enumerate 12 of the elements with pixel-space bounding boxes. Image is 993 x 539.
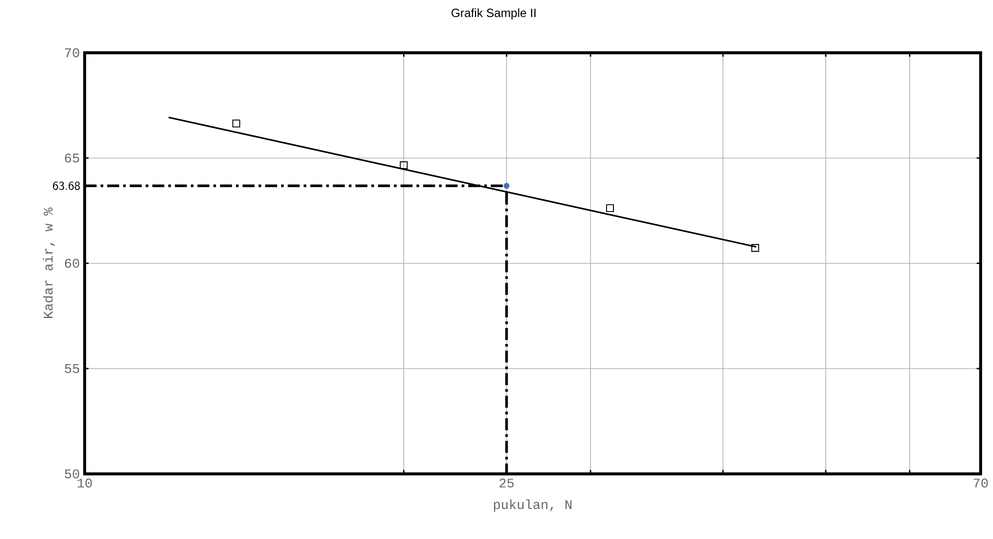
y-axis-title: Kadar air, w %	[42, 208, 55, 318]
x-tick-label: 25	[500, 478, 514, 488]
y-tick-label: 65	[64, 154, 80, 163]
x-tick-label: 10	[78, 478, 92, 488]
x-axis-title: pukulan, N	[494, 500, 572, 512]
y-tick-label: 55	[64, 364, 80, 374]
y-tick-label: 60	[64, 259, 80, 268]
y-tick-label: 50	[64, 470, 80, 479]
x-tick-label: 70	[974, 478, 988, 488]
annotation: 63.68	[52, 182, 80, 190]
y-tick-label: 70	[65, 48, 80, 58]
chart-title: Grafik Sample II	[452, 8, 536, 20]
